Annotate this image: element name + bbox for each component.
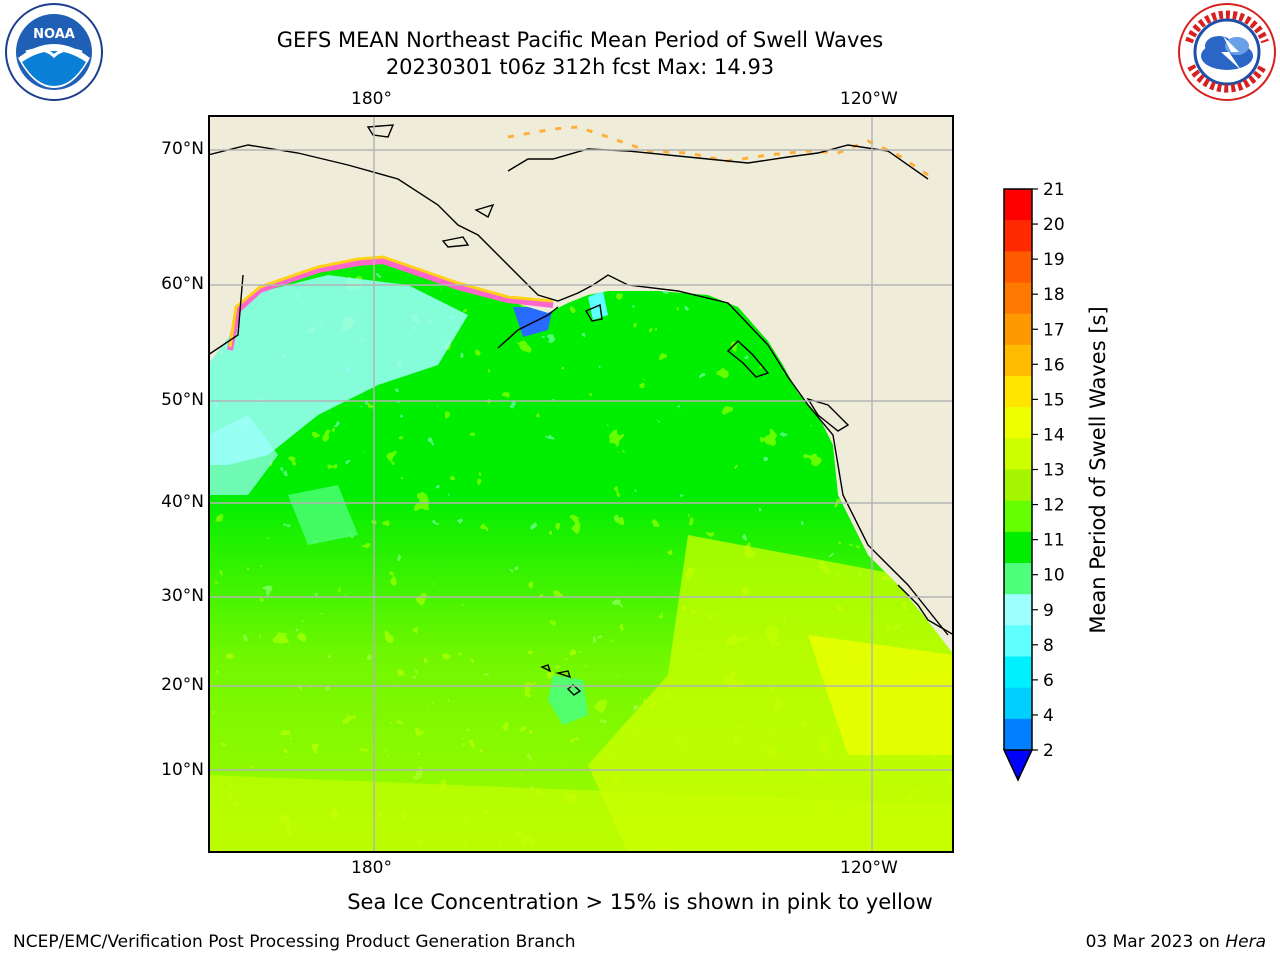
svg-text:NOAA: NOAA — [33, 27, 75, 42]
colorbar-tick-label: 4 — [1043, 706, 1054, 726]
lon-label-bottom-120w: 120°W — [840, 858, 898, 878]
sea-ice-note: Sea Ice Concentration > 15% is shown in … — [347, 890, 933, 914]
colorbar-tick-label: 2 — [1043, 741, 1054, 761]
lat-label-50n: 50°N — [161, 390, 204, 410]
colorbar-tick-label: 17 — [1043, 320, 1065, 340]
lat-label-70n: 70°N — [161, 139, 204, 159]
colorbar-tick-label: 16 — [1043, 355, 1065, 375]
colorbar-tick-label: 14 — [1043, 425, 1065, 445]
colorbar-swatch — [1004, 469, 1032, 502]
colorbar-tick-label: 21 — [1043, 180, 1065, 200]
footer-date: 03 Mar 2023 on Hera — [1086, 932, 1266, 952]
colorbar-swatch — [1004, 500, 1032, 533]
colorbar-swatch — [1004, 563, 1032, 595]
colorbar-tick-label: 12 — [1043, 496, 1065, 516]
colorbar-swatch — [1004, 407, 1032, 439]
lat-label-20n: 20°N — [161, 675, 204, 695]
colorbar-tick-label: 6 — [1043, 671, 1054, 691]
colorbar-swatch — [1004, 344, 1032, 377]
colorbar-swatch — [1004, 438, 1032, 470]
colorbar-tick-label: 13 — [1043, 461, 1065, 481]
colorbar-swatch — [1004, 687, 1032, 720]
colorbar: 21 20 19 18 17 16 15 14 13 12 11 10 9 8 6 4 2 — [1002, 180, 1065, 782]
colorbar-swatch — [1004, 531, 1032, 564]
lon-label-top-180: 180° — [351, 89, 392, 109]
noaa-logo: NOAA — [5, 3, 103, 101]
colorbar-tick-label: 10 — [1043, 566, 1065, 586]
lat-label-30n: 30°N — [161, 586, 204, 606]
nws-logo — [1178, 3, 1276, 101]
swell-period-map — [208, 115, 954, 853]
colorbar-swatch — [1004, 376, 1032, 408]
lat-label-60n: 60°N — [161, 274, 204, 294]
colorbar-tick-label: 8 — [1043, 636, 1054, 656]
colorbar-swatch — [1004, 625, 1032, 657]
chart-title: GEFS MEAN Northeast Pacific Mean Period … — [276, 28, 884, 52]
colorbar-tick-label: 18 — [1043, 285, 1065, 305]
footer-date-text: 03 Mar 2023 on — [1085, 932, 1226, 952]
colorbar-swatch — [1004, 251, 1032, 283]
lat-label-10n: 10°N — [161, 760, 204, 780]
colorbar-swatch — [1004, 594, 1032, 626]
colorbar-extend-arrow — [1002, 749, 1034, 782]
colorbar-tick-label: 9 — [1043, 601, 1054, 621]
colorbar-tick-label: 11 — [1043, 531, 1065, 551]
colorbar-tick-label: 20 — [1043, 215, 1065, 235]
lon-label-top-120w: 120°W — [840, 89, 898, 109]
chart-subtitle: 20230301 t06z 312h fcst Max: 14.93 — [385, 55, 775, 79]
lat-label-40n: 40°N — [161, 492, 204, 512]
colorbar-swatch — [1004, 220, 1032, 252]
colorbar-swatch — [1004, 656, 1032, 689]
colorbar-swatch — [1004, 282, 1032, 315]
colorbar-swatch — [1004, 313, 1032, 346]
colorbar-tick-label: 19 — [1043, 250, 1065, 270]
colorbar-tick-label: 15 — [1043, 390, 1065, 410]
colorbar-swatch — [1004, 718, 1032, 751]
colorbar-swatch — [1004, 189, 1032, 221]
lon-label-bottom-180: 180° — [351, 858, 392, 878]
footer-host: Hera — [1225, 932, 1266, 952]
colorbar-title: Mean Period of Swell Waves [s] — [1086, 306, 1110, 634]
footer-branch: NCEP/EMC/Verification Post Processing Pr… — [13, 932, 576, 952]
